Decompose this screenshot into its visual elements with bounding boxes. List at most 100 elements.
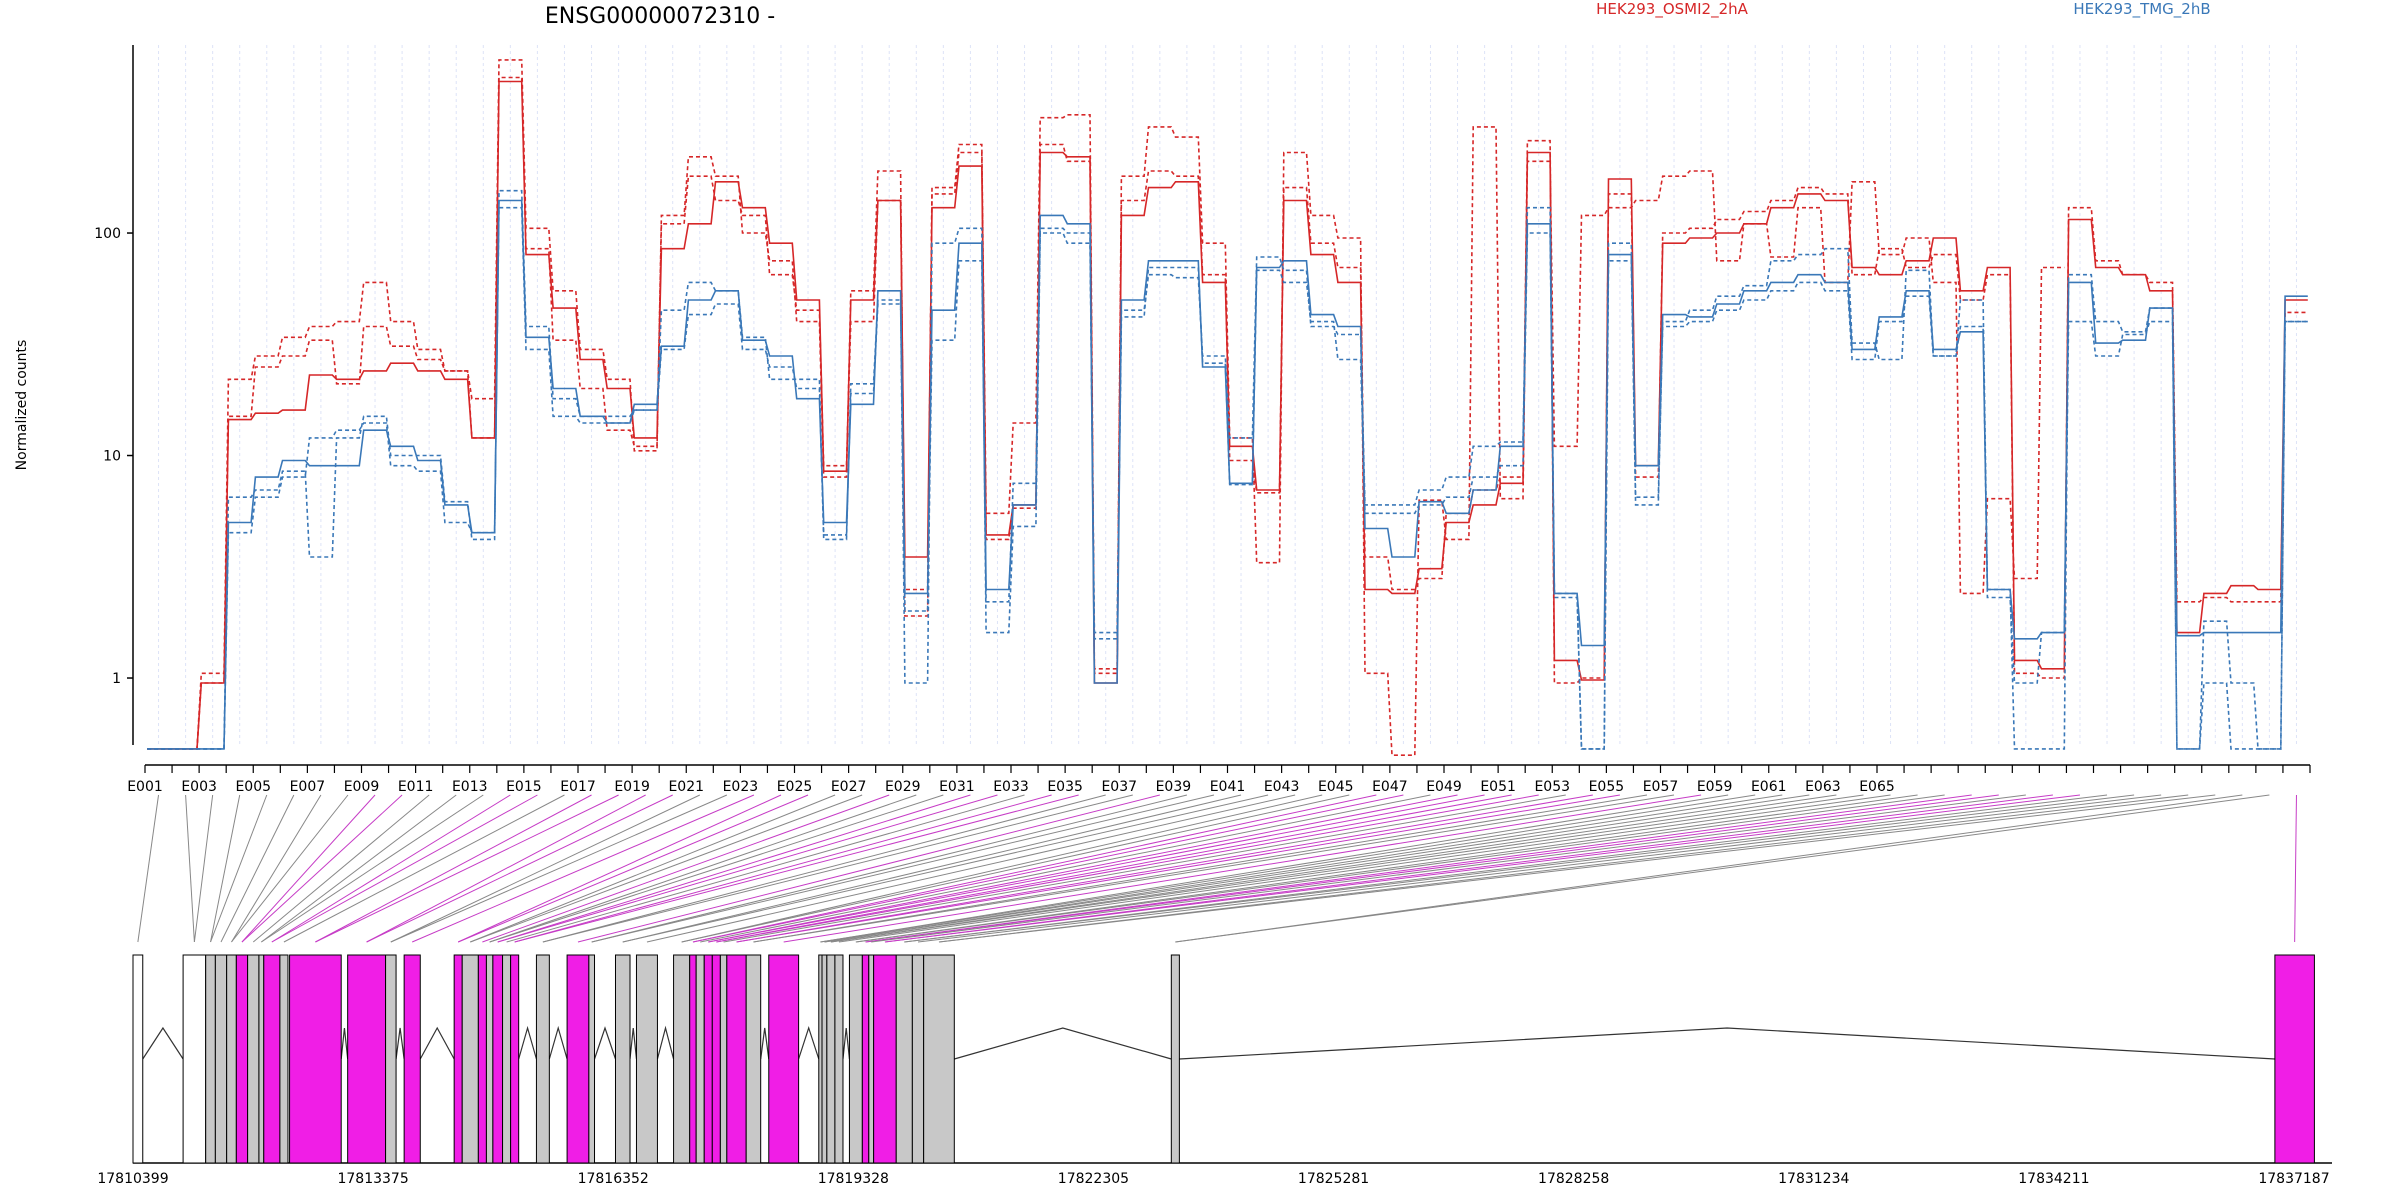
x-tick-label: E045 [1318, 779, 1354, 795]
connector-line [470, 794, 836, 943]
exon-box [263, 954, 281, 1164]
exon-box [826, 954, 836, 1164]
connector-line [412, 794, 755, 943]
exon-box [182, 954, 207, 1164]
x-tick-label: E031 [939, 779, 975, 795]
connector-line [497, 794, 998, 943]
x-tick-label: E035 [1047, 779, 1083, 795]
x-tick-label: E049 [1426, 779, 1462, 795]
exon-box [247, 954, 260, 1164]
exon-box [492, 954, 504, 1164]
exon-box [347, 954, 387, 1164]
exon-box [768, 954, 800, 1164]
exon-box [726, 954, 747, 1164]
intron-line [842, 1027, 851, 1060]
legend-entry-tmg: HEK293_TMG_2hB [2073, 0, 2210, 19]
exon-box [861, 954, 870, 1164]
connector-line [457, 794, 809, 943]
exon-box [703, 954, 713, 1164]
exon-box [2274, 954, 2315, 1164]
series-lines [147, 59, 2308, 756]
x-tick-label: E007 [290, 779, 326, 795]
x-tick-label: E053 [1534, 779, 1570, 795]
x-tick-label: E051 [1480, 779, 1516, 795]
x-tick-label: E043 [1264, 779, 1300, 795]
connector-line [855, 794, 1945, 943]
x-tick-label: E001 [127, 779, 163, 795]
exon-box [821, 954, 828, 1164]
exon-box [205, 954, 216, 1164]
exon-box [289, 954, 342, 1164]
connector-line [681, 794, 1350, 943]
intron-line [518, 1025, 538, 1060]
connector-line [271, 794, 511, 943]
coordinate-label: 17828258 [1538, 1171, 1609, 1187]
exon-box [635, 954, 658, 1164]
coordinate-label: 17819328 [818, 1171, 889, 1187]
connector-line [824, 794, 1783, 943]
intron-line [593, 1026, 617, 1060]
exon-box [1170, 954, 1180, 1164]
connector-line [241, 794, 403, 943]
connector-line [283, 794, 565, 943]
connector-line [514, 794, 1079, 943]
connector-line [185, 794, 195, 943]
x-tick-label: E019 [614, 779, 650, 795]
x-tick-label: E009 [344, 779, 380, 795]
exon-box [258, 954, 265, 1164]
connector-line [366, 794, 646, 943]
connector-line [904, 794, 2135, 943]
x-tick-label: E005 [235, 779, 271, 795]
connector-line [489, 794, 944, 943]
intron-line [1179, 1027, 2275, 1060]
grid [158, 45, 2297, 745]
exon-box [566, 954, 590, 1164]
connector-line [1175, 794, 2270, 943]
x-tick-label: E023 [723, 779, 759, 795]
x-tick-label: E055 [1589, 779, 1625, 795]
x-tick-label: E039 [1156, 779, 1192, 795]
connector-line [2294, 794, 2297, 943]
connector-line [390, 794, 728, 943]
intron-line [548, 1025, 568, 1060]
coordinate-label: 17825281 [1298, 1171, 1369, 1187]
connector-line [871, 794, 2026, 943]
connector-line [824, 794, 1810, 943]
chart-title: ENSG00000072310 - [545, 4, 775, 29]
exon-box [719, 954, 728, 1164]
exon-box [279, 954, 289, 1164]
connector-line [716, 794, 1539, 943]
x-tick-label: E057 [1643, 779, 1679, 795]
exon-box [873, 954, 897, 1164]
x-tick-label: E063 [1805, 779, 1841, 795]
exon-box [214, 954, 228, 1164]
y-axis-label: Normalized counts [14, 340, 30, 471]
connector-line [542, 794, 1133, 943]
connector-line [137, 794, 160, 943]
connector-line [820, 794, 1756, 943]
x-tick-label: E059 [1697, 779, 1733, 795]
connector-line [692, 794, 1377, 943]
series-line-2 [147, 59, 2065, 756]
connector-line [241, 794, 376, 943]
connector-line [700, 794, 1431, 943]
x-tick-label: E041 [1210, 779, 1246, 795]
x-tick-label: E011 [398, 779, 434, 795]
coordinate-label: 17831234 [1778, 1171, 1849, 1187]
connector-line [577, 794, 1160, 943]
connector-line [271, 794, 538, 943]
exon-box [895, 954, 913, 1164]
exon-box [911, 954, 925, 1164]
coordinate-label: 17813375 [337, 1171, 408, 1187]
exon-box [485, 954, 494, 1164]
y-tick-label: 100 [94, 226, 121, 242]
x-tick-label: E003 [181, 779, 217, 795]
coordinate-label: 17822305 [1058, 1171, 1129, 1187]
connector-line [865, 794, 1999, 943]
connector-line [482, 794, 890, 943]
coordinate-label: 17834211 [2018, 1171, 2089, 1187]
exon-box [868, 954, 875, 1164]
exon-connectors [137, 794, 2297, 943]
exon-box [673, 954, 691, 1164]
connector-line [366, 794, 673, 943]
